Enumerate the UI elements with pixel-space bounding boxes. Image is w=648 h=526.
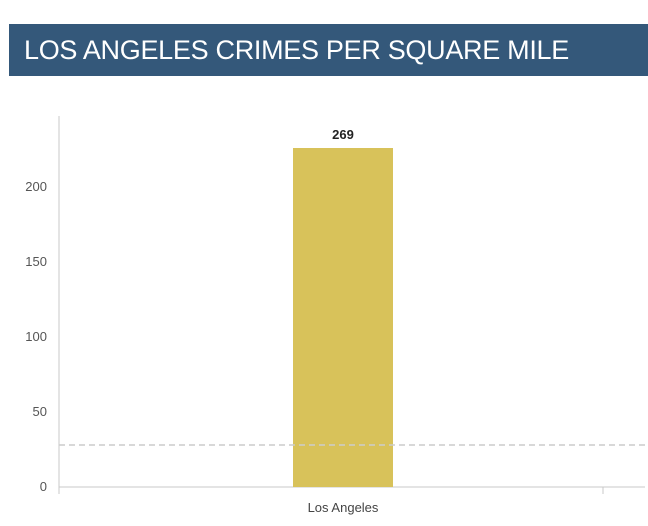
y-tick-label: 200	[25, 179, 47, 194]
y-tick-label: 100	[25, 329, 47, 344]
y-tick-label: 0	[40, 479, 47, 494]
bar	[293, 148, 393, 487]
y-tick-label: 50	[33, 404, 47, 419]
bars	[293, 148, 393, 487]
data-labels: 269	[332, 127, 354, 142]
y-tick-labels: 0 50 100 150 200	[25, 179, 47, 494]
category-labels: Los Angeles	[308, 500, 379, 515]
page-title: LOS ANGELES CRIMES PER SQUARE MILE	[24, 34, 569, 65]
category-label: Los Angeles	[308, 500, 379, 515]
y-tick-label: 150	[25, 254, 47, 269]
title-bar: LOS ANGELES CRIMES PER SQUARE MILE	[9, 24, 648, 76]
data-label: 269	[332, 127, 354, 142]
